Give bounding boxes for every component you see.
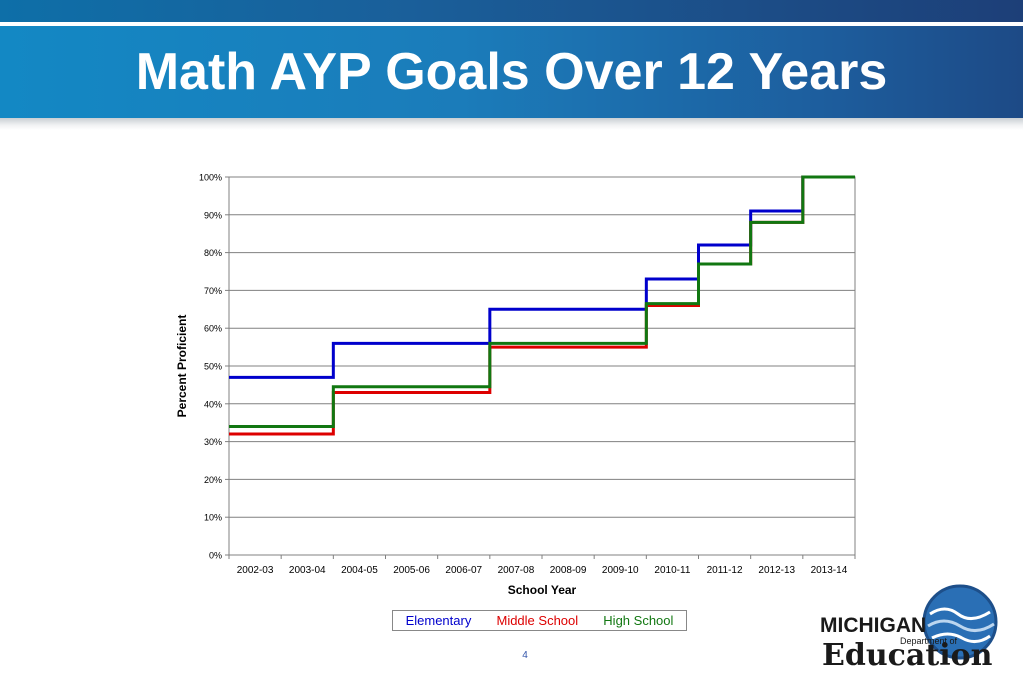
x-tick-label: 2010-11 <box>654 565 690 576</box>
banner-shadow <box>0 118 1023 130</box>
y-axis-title: Percent Proficient <box>175 315 189 418</box>
y-tick-label: 80% <box>204 248 222 258</box>
x-tick-label: 2003-04 <box>289 565 326 576</box>
x-tick-label: 2006-07 <box>445 565 482 576</box>
logo-text-department: Department of <box>900 636 958 646</box>
logo-emblem-icon <box>922 584 998 660</box>
y-tick-label: 100% <box>199 173 222 183</box>
logo-text-education: Education <box>822 638 993 673</box>
y-tick-label: 40% <box>204 399 222 409</box>
slide-title: Math AYP Goals Over 12 Years <box>135 43 888 101</box>
slide-number: 4 <box>522 650 528 661</box>
series-line-high-school <box>229 175 855 428</box>
legend-high-school: High School <box>603 613 674 628</box>
y-tick-label: 70% <box>204 286 222 296</box>
title-banner <box>0 26 1023 118</box>
michigan-education-logo: MICHIGAN Department of Education <box>820 584 1010 674</box>
y-tick-label: 60% <box>204 324 222 334</box>
x-axis-title: School Year <box>508 583 577 597</box>
y-tick-label: 30% <box>204 437 222 447</box>
x-tick-label: 2012-13 <box>758 565 795 576</box>
x-tick-label: 2004-05 <box>341 565 378 576</box>
y-tick-label: 20% <box>204 475 222 485</box>
legend-middle-school: Middle School <box>496 613 579 628</box>
chart-legend: Elementary Middle School High School <box>392 610 687 631</box>
top-strip <box>0 0 1023 22</box>
series-line-elementary <box>229 175 855 379</box>
x-tick-label: 2013-14 <box>811 565 848 576</box>
logo-text-michigan: MICHIGAN <box>820 614 927 637</box>
x-tick-label: 2009-10 <box>602 565 639 576</box>
x-tick-label: 2002-03 <box>237 565 274 576</box>
y-tick-label: 50% <box>204 362 222 372</box>
legend-elementary: Elementary <box>405 613 472 628</box>
y-tick-label: 0% <box>209 551 222 561</box>
y-tick-label: 10% <box>204 513 222 523</box>
x-tick-label: 2011-12 <box>707 565 743 576</box>
y-tick-label: 90% <box>204 210 222 220</box>
x-tick-label: 2005-06 <box>393 565 430 576</box>
x-tick-label: 2008-09 <box>550 565 587 576</box>
x-tick-label: 2007-08 <box>498 565 535 576</box>
header-divider <box>0 22 1023 26</box>
